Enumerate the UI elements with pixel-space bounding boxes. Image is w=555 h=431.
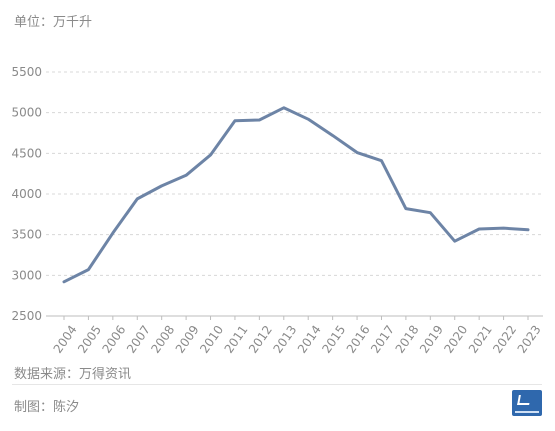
x-tick-label: 2020 <box>441 323 470 356</box>
x-tick-label: 2015 <box>319 323 348 356</box>
series-lines <box>62 106 530 284</box>
x-tick-label: 2008 <box>148 323 177 356</box>
x-tick-label: 2009 <box>173 323 202 356</box>
y-axis-tick-labels: 2500 3000 3500 4000 4500 5000 5500 <box>11 65 42 323</box>
series-line <box>62 106 530 284</box>
x-tick-label: 2013 <box>270 323 299 356</box>
x-tick-label: 2019 <box>417 323 446 356</box>
x-axis-tick-labels: 2004200520062007200820092010201120122013… <box>51 316 544 356</box>
x-tick-label: 2021 <box>466 323 495 356</box>
x-tick-label: 2011 <box>222 323 251 356</box>
x-tick-label: 2012 <box>246 323 275 356</box>
x-tick-label: 2014 <box>295 323 324 356</box>
x-tick-label: 2004 <box>51 323 80 356</box>
x-tick-label: 2010 <box>197 323 226 356</box>
x-tick-label: 2005 <box>75 323 104 356</box>
x-tick-label: 2017 <box>368 323 397 356</box>
data-source-label: 数据来源：万得资讯 <box>14 367 132 382</box>
y-tick-label: 4500 <box>11 146 42 160</box>
y-tick-label: 3500 <box>11 228 42 242</box>
publisher-logo-icon <box>512 390 542 416</box>
chart-maker-label: 制图：陈汐 <box>14 400 80 415</box>
x-tick-label: 2023 <box>515 323 544 356</box>
x-tick-label: 2022 <box>490 323 519 356</box>
gridlines <box>46 71 543 276</box>
x-tick-label: 2006 <box>100 323 129 356</box>
unit-label: 单位：万千升 <box>14 15 93 30</box>
footer-divider <box>12 384 542 385</box>
x-tick-label: 2018 <box>393 323 422 356</box>
y-tick-label: 5500 <box>11 65 42 79</box>
y-tick-label: 2500 <box>11 309 42 323</box>
y-tick-label: 4000 <box>11 187 42 201</box>
x-tick-label: 2016 <box>344 323 373 356</box>
y-tick-label: 5000 <box>11 106 42 120</box>
y-tick-label: 3000 <box>11 268 42 282</box>
x-tick-label: 2007 <box>124 323 153 356</box>
